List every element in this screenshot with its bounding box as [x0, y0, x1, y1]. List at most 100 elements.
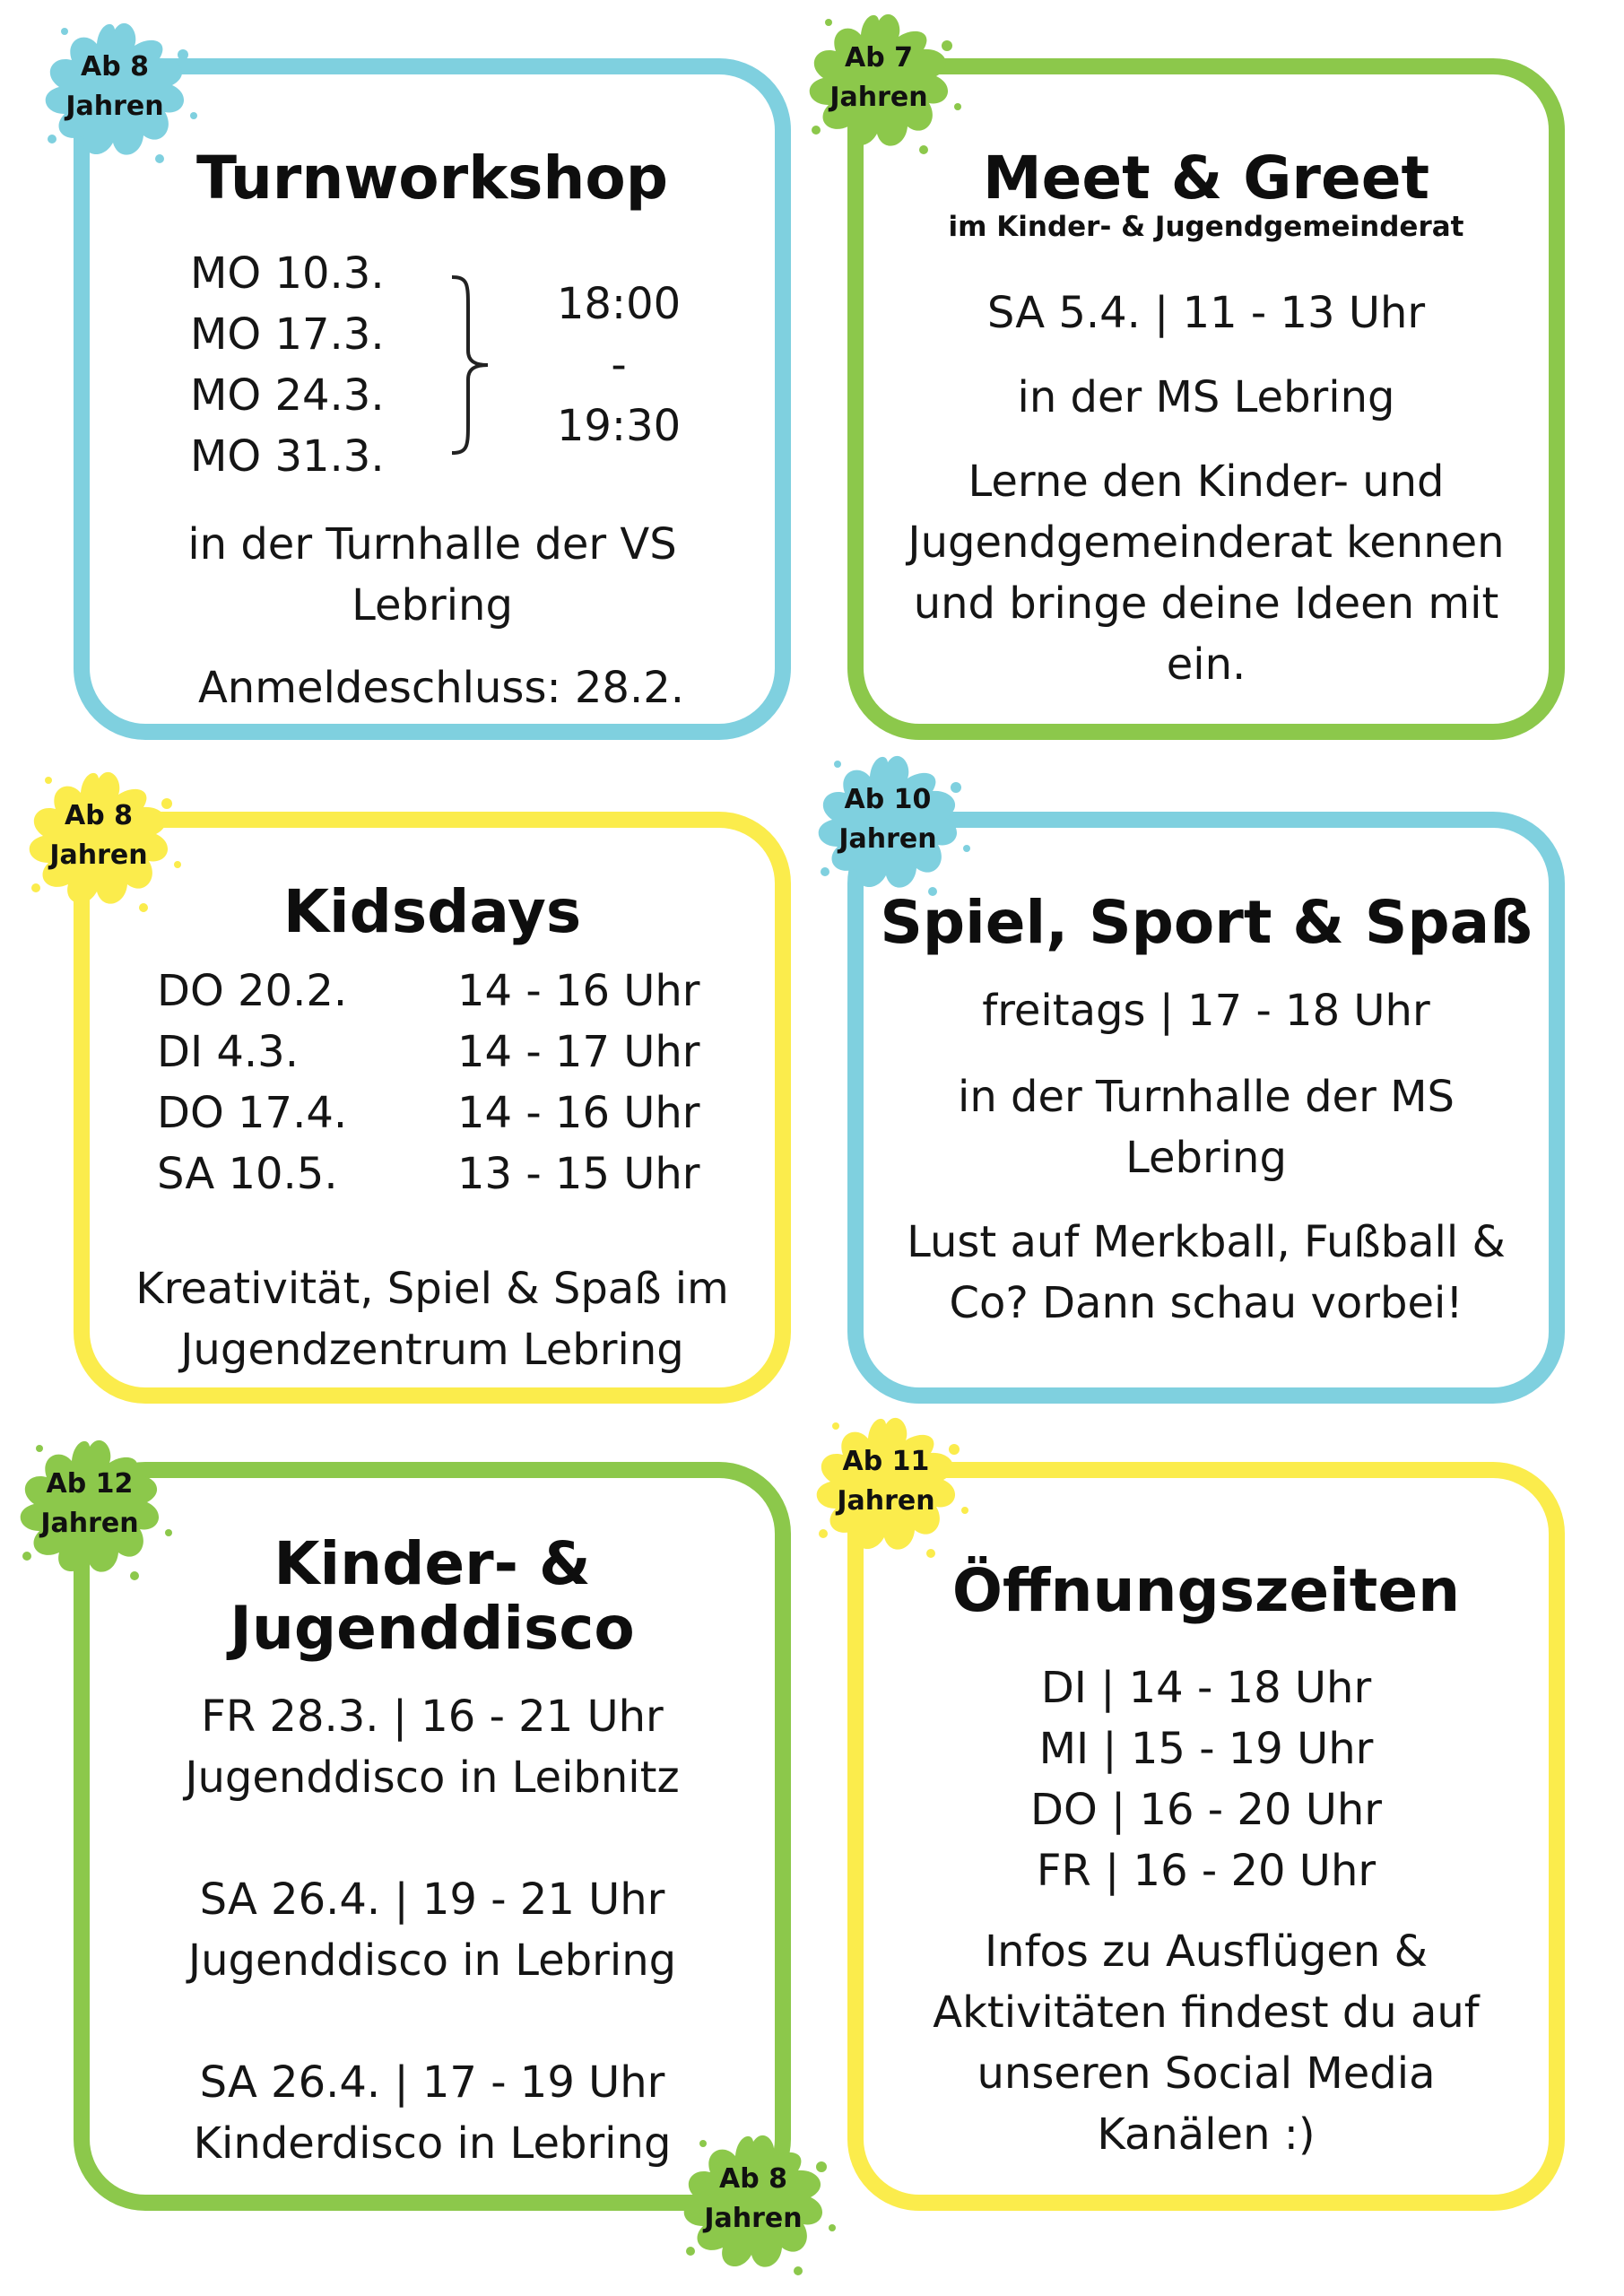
description-line: Jugendgemeinderat kennen: [908, 517, 1505, 568]
badge-line: Ab 10: [844, 784, 932, 815]
age-badge-kidsdays: Ab 8 Jahren: [9, 753, 188, 933]
card-title: Öffnungszeiten: [951, 1556, 1461, 1625]
opening-hours: DI | 14 - 18 Uhr MI | 15 - 19 Uhr DO | 1…: [864, 1657, 1549, 1901]
date-item: MO 17.3.: [190, 309, 385, 360]
event-when: SA 26.4. | 17 - 19 Uhr: [199, 2057, 665, 2108]
badge-label: Ab 8 Jahren: [664, 2160, 843, 2239]
badge-line: Ab 11: [842, 1446, 930, 1477]
description-line: Co? Dann schau vorbei!: [949, 1278, 1463, 1328]
event-3: SA 26.4. | 17 - 19 Uhr Kinderdisco in Le…: [90, 2052, 775, 2174]
description: Lerne den Kinder- und Jugendgemeinderat …: [864, 451, 1549, 695]
curly-brace-icon: [451, 275, 489, 455]
card-disco: Kinder- & Jugenddisco FR 28.3. | 16 - 21…: [74, 1462, 791, 2211]
description-line: Aktivitäten findest du auf: [933, 1987, 1480, 2038]
event-when: FR 28.3. | 16 - 21 Uhr: [201, 1692, 664, 1742]
location: in der Turnhalle der VS Lebring: [90, 514, 775, 636]
badge-label: Ab 12 Jahren: [0, 1465, 179, 1544]
title-line: Kinder- &: [274, 1529, 591, 1598]
schedule-day: SA 10.5.: [157, 1149, 338, 1199]
description-line: Lust auf Merkball, Fußball &: [907, 1217, 1506, 1267]
schedule-day: DO 20.2.: [157, 966, 348, 1016]
description-line: unseren Social Media: [977, 2048, 1436, 2099]
title-line: Jugenddisco: [230, 1594, 635, 1663]
time-separator: -: [611, 340, 627, 390]
badge-line: Ab 8: [80, 51, 149, 83]
schedule-days: DO 20.2. DI 4.3. DO 17.4. SA 10.5.: [157, 961, 426, 1205]
hours-line: DO | 16 - 20 Uhr: [1030, 1785, 1382, 1835]
badge-label: Ab 8 Jahren: [9, 796, 188, 875]
time-range: 18:00 - 19:30: [529, 274, 708, 457]
card-title: Kidsdays: [282, 877, 582, 946]
badge-line: Ab 8: [718, 2163, 787, 2195]
card-title: Spiel, Sport & Spaß: [880, 888, 1533, 957]
description: Kreativität, Spiel & Spaß im Jugendzentr…: [90, 1258, 775, 1380]
location-line: in der Turnhalle der VS: [187, 519, 677, 570]
event-what: Jugenddisco in Leibnitz: [185, 1752, 680, 1803]
description-line: Lerne den Kinder- und: [968, 457, 1445, 507]
badge-line: Ab 8: [64, 800, 133, 831]
schedule-time: 13 - 15 Uhr: [457, 1149, 700, 1199]
description-line: und bringe deine Ideen mit: [913, 578, 1499, 629]
age-badge-disco-bottom: Ab 8 Jahren: [664, 2117, 843, 2296]
card-title: Turnworkshop: [196, 144, 668, 213]
schedule-day: DO 17.4.: [157, 1088, 348, 1138]
event-1: FR 28.3. | 16 - 21 Uhr Jugenddisco in Le…: [90, 1686, 775, 1808]
card-turnworkshop: Turnworkshop MO 10.3. MO 17.3. MO 24.3. …: [74, 58, 791, 740]
description-line: Kanälen :): [1097, 2109, 1316, 2160]
badge-label: Ab 7 Jahren: [789, 39, 968, 117]
badge-line: Ab 12: [46, 1468, 134, 1500]
deadline: Anmeldeschluss: 28.2.: [197, 663, 685, 713]
location-line: in der Turnhalle der MS: [958, 1072, 1455, 1122]
badge-line: Jahren: [829, 82, 928, 113]
description-line: Jugendzentrum Lebring: [180, 1325, 684, 1375]
card-oeffnungszeiten: Öffnungszeiten DI | 14 - 18 Uhr MI | 15 …: [847, 1462, 1565, 2211]
badge-line: Jahren: [837, 1485, 935, 1517]
event-when: SA 26.4. | 19 - 21 Uhr: [199, 1874, 665, 1925]
badge-line: Jahren: [704, 2203, 803, 2234]
event-when: SA 5.4. | 11 - 13 Uhr: [986, 288, 1426, 338]
hours-line: MI | 15 - 19 Uhr: [1038, 1724, 1374, 1774]
schedule-time: 14 - 17 Uhr: [457, 1027, 700, 1077]
badge-label: Ab 10 Jahren: [798, 780, 977, 859]
description-line: ein.: [1166, 639, 1246, 690]
age-badge-meet-greet: Ab 7 Jahren: [789, 0, 968, 175]
time-start: 18:00: [556, 279, 682, 329]
card-title: Kinder- & Jugenddisco: [90, 1532, 775, 1661]
location-line: Lebring: [1125, 1133, 1287, 1183]
schedule-time: 14 - 16 Uhr: [457, 966, 700, 1016]
event-what: Jugenddisco in Lebring: [187, 1935, 677, 1986]
card-subtitle: im Kinder- & Jugendgemeinderat: [948, 211, 1464, 243]
badge-label: Ab 11 Jahren: [796, 1442, 976, 1521]
card-spiel-sport: Spiel, Sport & Spaß freitags | 17 - 18 U…: [847, 812, 1565, 1404]
hours-line: FR | 16 - 20 Uhr: [1036, 1846, 1376, 1896]
date-list: MO 10.3. MO 17.3. MO 24.3. MO 31.3.: [190, 243, 423, 487]
description: Infos zu Ausflügen & Aktivitäten findest…: [864, 1921, 1549, 2165]
age-badge-disco-top: Ab 12 Jahren: [0, 1422, 179, 1601]
date-item: MO 24.3.: [190, 370, 385, 421]
badge-line: Jahren: [40, 1508, 139, 1539]
time-end: 19:30: [556, 401, 682, 451]
event-where: in der MS Lebring: [1017, 372, 1395, 422]
event-where: in der Turnhalle der MS Lebring: [864, 1066, 1549, 1188]
card-title: Meet & Greet: [982, 144, 1430, 213]
event-what: Kinderdisco in Lebring: [193, 2118, 672, 2169]
age-badge-spiel-sport: Ab 10 Jahren: [798, 737, 977, 917]
badge-line: Jahren: [65, 91, 164, 122]
location-line: Lebring: [352, 580, 513, 631]
schedule-day: DI 4.3.: [157, 1027, 299, 1077]
schedule-times: 14 - 16 Uhr 14 - 17 Uhr 14 - 16 Uhr 13 -…: [457, 961, 744, 1205]
age-badge-turnworkshop: Ab 8 Jahren: [25, 4, 204, 184]
description-line: Kreativität, Spiel & Spaß im: [135, 1264, 729, 1314]
card-kidsdays: Kidsdays DO 20.2. DI 4.3. DO 17.4. SA 10…: [74, 812, 791, 1404]
age-badge-oeffnungszeiten: Ab 11 Jahren: [796, 1399, 976, 1578]
date-item: MO 10.3.: [190, 248, 385, 299]
event-2: SA 26.4. | 19 - 21 Uhr Jugenddisco in Le…: [90, 1869, 775, 1991]
hours-line: DI | 14 - 18 Uhr: [1040, 1663, 1372, 1713]
event-when: freitags | 17 - 18 Uhr: [982, 986, 1430, 1036]
badge-line: Jahren: [49, 839, 148, 871]
date-item: MO 31.3.: [190, 431, 385, 482]
badge-line: Jahren: [838, 823, 937, 855]
schedule-time: 14 - 16 Uhr: [457, 1088, 700, 1138]
description: Lust auf Merkball, Fußball & Co? Dann sc…: [864, 1212, 1549, 1334]
badge-line: Ab 7: [844, 42, 913, 74]
